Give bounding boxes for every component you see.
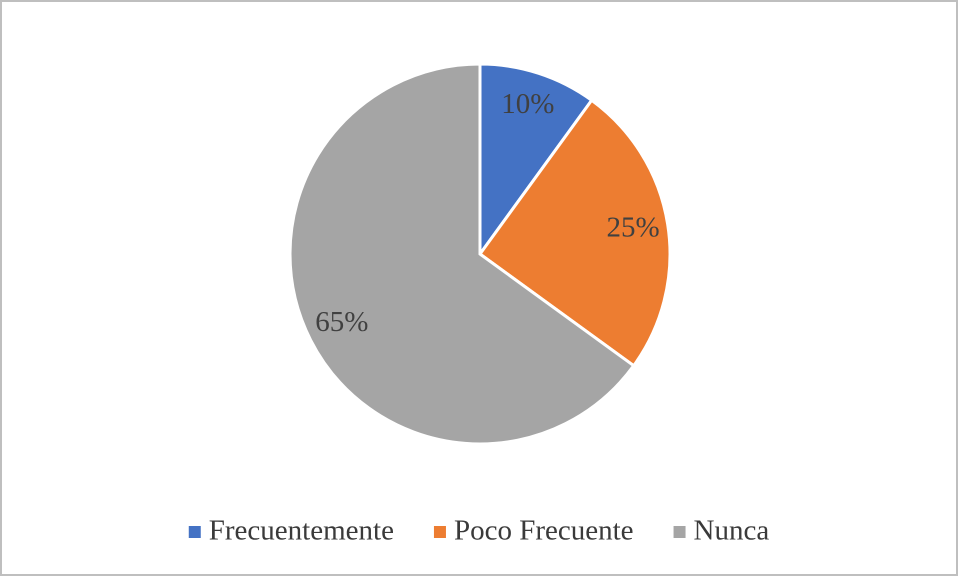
- data-label: 10%: [501, 88, 554, 120]
- legend-swatch: [433, 526, 446, 538]
- legend-label: Nunca: [694, 515, 770, 547]
- legend-label: Poco Frecuente: [454, 515, 634, 547]
- data-label: 65%: [315, 306, 368, 338]
- pie-slice: [478, 62, 594, 259]
- legend-swatch: [188, 526, 201, 538]
- pie-slice: [288, 62, 636, 446]
- pie: 10% 25% 65%: [288, 62, 672, 446]
- legend: Frecuentemente Poco Frecuente Nunca: [188, 515, 770, 547]
- pie-slice: [477, 98, 672, 368]
- legend-label: Frecuentemente: [209, 515, 394, 547]
- data-label: 25%: [607, 211, 660, 243]
- legend-swatch: [673, 526, 686, 538]
